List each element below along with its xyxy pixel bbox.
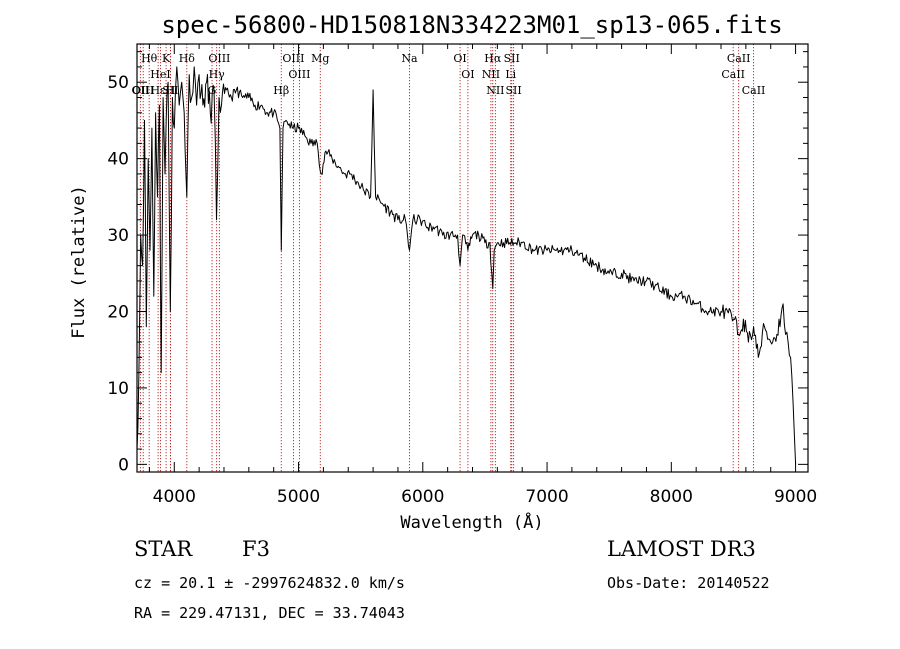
line-label-hδ-4101: Hδ xyxy=(179,52,196,65)
x-tick-label: 4000 xyxy=(153,487,196,507)
y-tick-label: 0 xyxy=(118,455,129,475)
line-label-oiii-3750: OIII xyxy=(132,84,154,97)
y-tick-label: 20 xyxy=(107,303,129,323)
y-axis-label: Flux (relative) xyxy=(69,185,89,339)
survey-name: LAMOST DR3 xyxy=(607,537,756,561)
line-label-oii-3727: OII xyxy=(131,84,149,97)
line-label-oiii-4959: OIII xyxy=(282,52,304,65)
x-axis-label: Wavelength (Å) xyxy=(400,511,543,533)
line-label-hα-6563: Hα xyxy=(484,52,502,65)
redshift-value: cz = 20.1 ± -2997624832.0 km/s xyxy=(134,574,405,592)
line-label-hθ-3798: Hθ xyxy=(141,52,158,65)
line-label-oiii-5007: OIII xyxy=(288,68,310,81)
obs-date: Obs-Date: 20140522 xyxy=(607,574,770,592)
line-label-sii-6716: SII xyxy=(504,52,520,65)
x-tick-label: 8000 xyxy=(650,487,693,507)
line-label-nii-6548: NII xyxy=(482,68,500,81)
y-tick-label: 40 xyxy=(107,150,129,170)
line-label-g-4304: G xyxy=(208,84,217,97)
line-label-oiii-4363: OIII xyxy=(208,52,230,65)
line-label-mg-5175: Mg xyxy=(311,52,329,65)
x-tick-label: 6000 xyxy=(401,487,444,507)
line-label-caii-8542: CaII xyxy=(727,52,751,65)
spectral-subclass: F3 xyxy=(242,537,270,561)
line-label-na-5893: Na xyxy=(401,52,418,65)
chart-title: spec-56800-HD150818N334223M01_sp13-065.f… xyxy=(161,11,782,39)
line-label-hγ-4341: Hγ xyxy=(209,68,226,81)
line-label-k-3934: K xyxy=(162,52,171,65)
y-tick-label: 10 xyxy=(107,379,129,399)
object-class: STAR xyxy=(134,537,193,561)
line-label-oi-6363: OI xyxy=(461,68,474,81)
spectrum-series xyxy=(136,66,797,465)
line-label-h-3970: H xyxy=(166,84,176,97)
line-label-sii-6731: SII xyxy=(506,84,522,97)
line-label-caii-8498: CaII xyxy=(721,68,745,81)
line-label-hei-3889: HeI xyxy=(150,68,170,81)
line-label-sii-3969: SII xyxy=(162,84,178,97)
line-label-hβ-4861: Hβ xyxy=(273,84,289,97)
line-label-hε-3870: Hε xyxy=(150,84,166,97)
line-label-caii-8662: CaII xyxy=(742,84,766,97)
x-tick-label: 9000 xyxy=(774,487,817,507)
line-label-oi-6300: OI xyxy=(453,52,466,65)
sky-coordinates: RA = 229.47131, DEC = 33.74043 xyxy=(134,604,405,622)
plot-frame xyxy=(136,43,809,473)
line-label-nii-6584: NII xyxy=(486,84,504,97)
y-tick-label: 30 xyxy=(107,226,129,246)
y-tick-label: 50 xyxy=(107,73,129,93)
line-label-li-6708: Li xyxy=(505,68,516,81)
x-tick-label: 5000 xyxy=(277,487,320,507)
x-tick-label: 7000 xyxy=(525,487,568,507)
